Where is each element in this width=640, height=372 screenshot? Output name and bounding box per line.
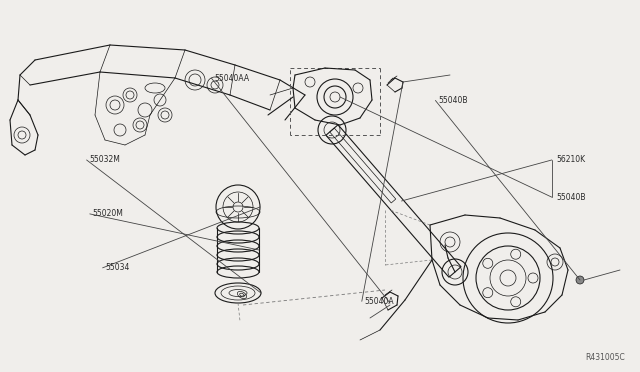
Text: 55020M: 55020M [93,209,124,218]
Text: R431005C: R431005C [585,353,625,362]
Text: 55032M: 55032M [90,155,120,164]
Text: 55040B: 55040B [557,193,586,202]
Text: 55040AA: 55040AA [214,74,250,83]
Text: 56210K: 56210K [557,155,586,164]
Circle shape [576,276,584,284]
Text: 55040A: 55040A [365,297,394,306]
Text: 55034: 55034 [106,263,130,272]
Text: 55040B: 55040B [438,96,468,105]
